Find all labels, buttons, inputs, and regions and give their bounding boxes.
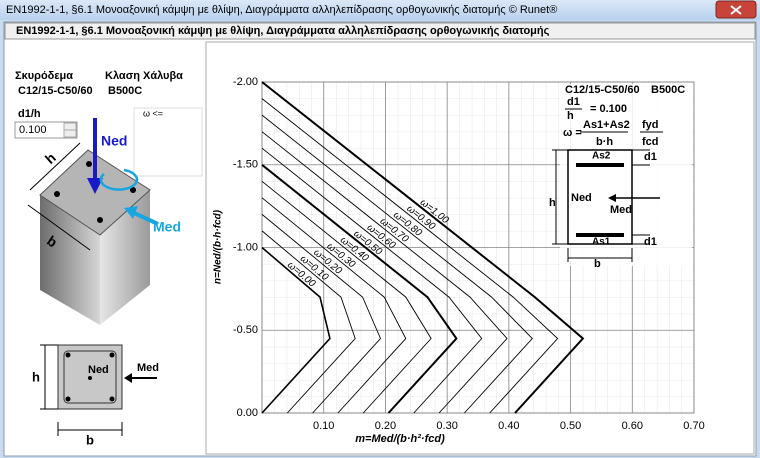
concrete-label: Σκυρόδεμα [15, 70, 73, 82]
section-ned: Ned [88, 364, 109, 376]
inset-h: h [567, 110, 574, 122]
inset-concrete: C12/15-C50/60 [565, 84, 640, 96]
close-icon [730, 5, 742, 15]
x-axis-label: m=Med/(b·h²·fcd) [355, 433, 445, 445]
d1h-label: d1/h [18, 108, 41, 120]
interaction-curve [261, 214, 382, 414]
interaction-curve [261, 164, 458, 414]
d1h-value: 0.100 [19, 124, 47, 136]
title-bar [0, 0, 760, 20]
med-arrow [131, 210, 159, 226]
interaction-curve [261, 98, 559, 414]
header-title: EN1992-1-1, §6.1 Μονοαξονική κάμψη με θλ… [16, 25, 550, 37]
inset-omega: ω = [563, 127, 582, 139]
omega-box [133, 107, 203, 177]
inset-as-sum: As1+As2 [583, 119, 630, 131]
y-tick-label: -0.50 [233, 324, 258, 336]
y-tick-label: -1.50 [233, 159, 258, 171]
inset-d1: d1 [567, 96, 580, 108]
moment-arc [99, 168, 139, 191]
section-med-arrowhead [124, 373, 132, 383]
section-med: Med [137, 362, 159, 374]
interaction-curve [261, 114, 533, 414]
inset-fyd: fyd [642, 119, 659, 131]
interaction-curve [261, 246, 331, 414]
column-ned: Ned [101, 133, 127, 149]
interaction-curve [261, 230, 356, 414]
fraction-bar [565, 108, 663, 133]
y-tick-label: -1.00 [233, 241, 258, 253]
inset-d1-bottom: d1 [644, 236, 657, 248]
column-face [40, 195, 100, 325]
med-arrowhead [124, 206, 138, 219]
rebar-dots [54, 161, 136, 223]
inset-ratio: = 0.100 [590, 103, 627, 115]
inset-b-dim: b [594, 258, 601, 270]
dimension-line [27, 142, 91, 251]
x-tick-label: 0.10 [313, 420, 334, 432]
spin-down[interactable] [63, 129, 77, 138]
inset-bh: b·h [596, 136, 613, 148]
section-h: h [32, 369, 40, 384]
omega-box-label: ω <= [143, 108, 163, 118]
inset-dimensions [552, 149, 650, 262]
inset-as1: As1 [592, 237, 611, 248]
as1-bar [576, 233, 624, 237]
section-b: b [86, 432, 94, 447]
steel-value: B500C [108, 85, 142, 97]
inset-med-arrowhead [608, 194, 616, 202]
x-tick-label: 0.20 [375, 420, 396, 432]
inset-fcd: fcd [642, 136, 659, 148]
x-tick-label: 0.60 [622, 420, 643, 432]
inset-d1-top: d1 [644, 151, 657, 163]
interaction-curve [261, 131, 508, 414]
interaction-curve [261, 197, 407, 414]
inset-as2: As2 [592, 151, 611, 162]
y-tick-label: -2.00 [233, 76, 258, 88]
as2-bar [576, 163, 624, 167]
section-dimensions [40, 344, 123, 436]
y-tick-label: 0.00 [237, 407, 258, 419]
window-title: EN1992-1-1, §6.1 Μονοαξονική κάμψη με θλ… [6, 4, 557, 16]
x-tick-label: 0.70 [683, 420, 704, 432]
interaction-curve [261, 180, 432, 414]
x-tick-label: 0.50 [560, 420, 581, 432]
interaction-curve [261, 147, 483, 414]
ned-arrowhead [87, 178, 103, 194]
d1h-input[interactable] [14, 121, 78, 139]
stirrup [63, 350, 117, 404]
header-bar [4, 22, 756, 40]
inset-ned: Ned [571, 192, 592, 204]
steel-label: Κλαση Χάλυβα [105, 70, 183, 82]
x-tick-label: 0.40 [498, 420, 519, 432]
inset-med: Med [610, 204, 632, 216]
inset-h-dim: h [549, 197, 556, 209]
x-tick-label: 0.30 [436, 420, 457, 432]
interaction-curve [261, 81, 585, 414]
inset-steel: B500C [651, 84, 685, 96]
spin-up[interactable] [63, 122, 77, 131]
section-rebars [65, 352, 115, 402]
column-med: Med [153, 219, 181, 235]
y-axis-label: n=Ned/(b·h·fcd) [213, 209, 224, 284]
concrete-value: C12/15-C50/60 [18, 85, 93, 97]
